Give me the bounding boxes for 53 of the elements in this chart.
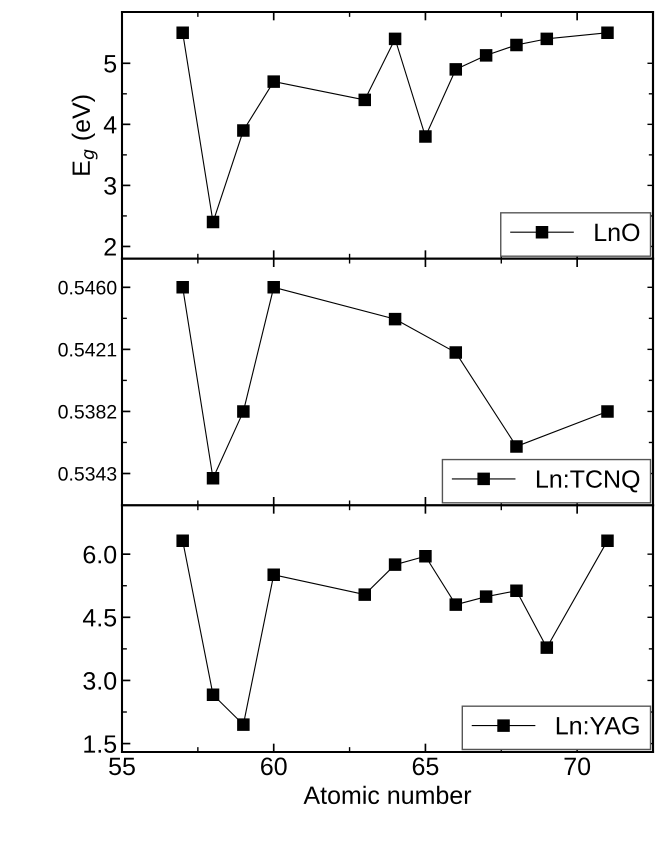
x-tick-label: 55: [109, 758, 135, 776]
y-tick-label: 5: [104, 55, 116, 73]
point: [510, 38, 523, 52]
y-axis-title: E$_{g}$ (eV): [72, 96, 98, 175]
point: [540, 32, 554, 46]
point: [388, 312, 402, 326]
point: [267, 568, 280, 582]
point: [450, 63, 462, 76]
point: [419, 130, 432, 143]
point: [510, 584, 523, 598]
y-tick-label: 3.0: [83, 672, 116, 690]
x-tick-label: 60: [261, 758, 287, 776]
point: [237, 405, 250, 418]
x-axis-title: Atomic number: [304, 786, 472, 804]
point: [176, 534, 189, 547]
point: [510, 440, 523, 453]
legend-label: Ln:TCNQ: [536, 470, 640, 492]
x-tick-label: 65: [412, 758, 438, 776]
y-tick-label: 3: [104, 177, 116, 195]
point: [388, 32, 402, 46]
y-tick-label: 1.5: [84, 735, 116, 753]
point: [358, 588, 371, 601]
x-tick-label: 70: [564, 758, 590, 776]
y-tick-label: 0.5421: [58, 342, 116, 357]
point: [601, 405, 614, 418]
y-tick-label: 2: [104, 238, 116, 256]
point: [358, 94, 371, 106]
point: [206, 688, 220, 702]
point: [450, 346, 462, 359]
legend-label: LnO: [595, 224, 640, 242]
point: [176, 281, 189, 294]
point: [419, 550, 432, 563]
point: [480, 49, 492, 62]
legend-label: Ln:YAG: [556, 716, 639, 735]
point: [480, 590, 492, 603]
y-tick-label: 4.5: [82, 609, 116, 627]
y-tick-label: 0.5460: [58, 280, 116, 295]
point: [267, 75, 280, 88]
point: [601, 534, 614, 547]
y-tick-label: 4: [104, 116, 116, 134]
point: [601, 26, 614, 40]
point: [540, 641, 554, 654]
point: [237, 718, 250, 731]
point: [237, 124, 250, 137]
point: [176, 26, 189, 40]
y-tick-label: 6.0: [84, 546, 116, 564]
y-tick-label: 0.5382: [58, 404, 116, 419]
point: [206, 472, 220, 485]
y-tick-label: 0.5343: [58, 466, 116, 481]
point: [450, 598, 462, 611]
point: [267, 281, 280, 294]
point: [206, 216, 220, 228]
point: [388, 558, 402, 571]
